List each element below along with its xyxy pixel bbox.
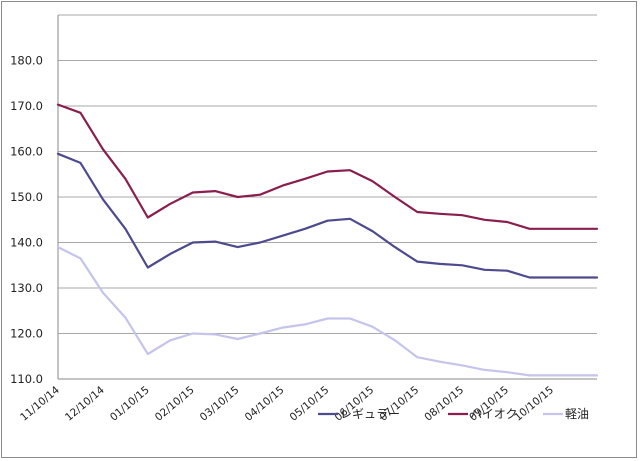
y-tick-label-6: 170.0 (10, 99, 43, 113)
y-tick-label-1: 120.0 (10, 327, 43, 341)
axes (57, 15, 597, 380)
y-tick-label-5: 160.0 (10, 145, 43, 159)
y-axis-ticks: 110.0 120.0 130.0 140.0 150.0 160.0 170.0 180.0 (10, 54, 43, 387)
x-tick-label-1: 12/10/14 (63, 384, 107, 424)
series-line-2 (56, 246, 599, 377)
legend-label-2: 軽油 (565, 407, 589, 421)
y-tick-label-2: 130.0 (10, 281, 43, 295)
y-tick-label-0: 110.0 (10, 372, 43, 386)
y-tick-label-4: 150.0 (10, 190, 43, 204)
x-tick-label-2: 01/10/15 (108, 384, 152, 424)
x-tick-label-5: 04/10/15 (243, 384, 287, 424)
series-lines (56, 103, 599, 377)
series-line-1 (56, 103, 599, 230)
gridlines (58, 14, 597, 380)
x-tick-label-6: 05/10/15 (288, 384, 332, 424)
y-tick-label-7: 180.0 (10, 54, 43, 68)
x-tick-label-9: 08/10/15 (422, 384, 466, 424)
x-tick-label-11: 10/10/15 (512, 384, 556, 424)
legend-label-0: レギュラー (340, 407, 400, 421)
x-tick-label-0: 11/10/14 (18, 384, 62, 424)
legend: レギュラー ハイオク 軽油 (318, 407, 589, 421)
x-tick-label-3: 02/10/15 (153, 384, 197, 424)
x-tick-label-4: 03/10/15 (198, 384, 242, 424)
y-tick-label-3: 140.0 (10, 236, 43, 250)
series-line-0 (56, 152, 599, 279)
legend-label-1: ハイオク (470, 407, 518, 421)
